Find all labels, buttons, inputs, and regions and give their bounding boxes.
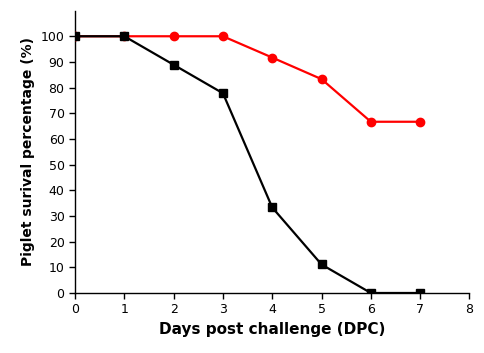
X-axis label: Days post challenge (DPC): Days post challenge (DPC) [159,322,385,337]
Y-axis label: Piglet surival percentage (%): Piglet surival percentage (%) [21,37,35,266]
